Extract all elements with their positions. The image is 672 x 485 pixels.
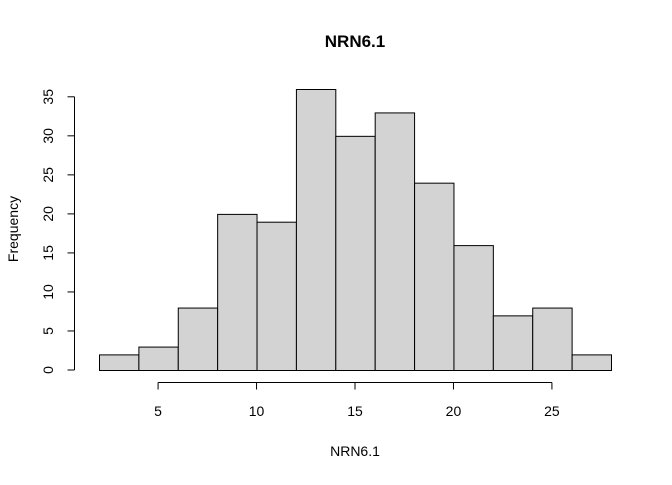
x-tick-label-1: 10 xyxy=(249,403,265,419)
x-tick-label-2: 15 xyxy=(347,403,363,419)
bars-group xyxy=(99,89,612,372)
histogram-bar-0 xyxy=(99,354,140,371)
histogram-bar-2 xyxy=(177,307,219,371)
x-axis-label: NRN6.1 xyxy=(330,443,380,459)
y-tick-label-1: 5 xyxy=(40,327,56,335)
x-tick-label-4: 25 xyxy=(544,403,560,419)
y-tick-label-6: 30 xyxy=(40,128,56,144)
y-axis-label: Frequency xyxy=(5,196,21,262)
histogram-bar-6 xyxy=(335,135,376,371)
x-tick-label-3: 20 xyxy=(446,403,462,419)
y-tick-label-7: 35 xyxy=(40,89,56,105)
y-tick-label-3: 15 xyxy=(40,245,56,261)
histogram-bar-7 xyxy=(374,112,416,372)
chart-title: NRN6.1 xyxy=(325,32,385,51)
y-tick-label-4: 20 xyxy=(40,206,56,222)
histogram-bar-1 xyxy=(138,346,179,372)
histogram-bar-3 xyxy=(217,213,258,371)
histogram-bar-10 xyxy=(492,315,534,372)
histogram-bar-5 xyxy=(295,89,337,371)
histogram-bar-4 xyxy=(256,221,297,371)
histogram-bar-8 xyxy=(414,182,455,371)
x-tick-label-0: 5 xyxy=(154,403,162,419)
y-axis: 0 5 10 15 20 25 30 35 xyxy=(40,89,75,374)
histogram-bar-11 xyxy=(532,307,573,371)
histogram-bar-9 xyxy=(453,245,494,371)
y-tick-label-5: 25 xyxy=(40,167,56,183)
y-tick-label-0: 0 xyxy=(40,366,56,374)
y-tick-label-2: 10 xyxy=(40,284,56,300)
histogram-bar-12 xyxy=(571,354,612,371)
x-axis: 5 10 15 20 25 xyxy=(154,382,560,419)
